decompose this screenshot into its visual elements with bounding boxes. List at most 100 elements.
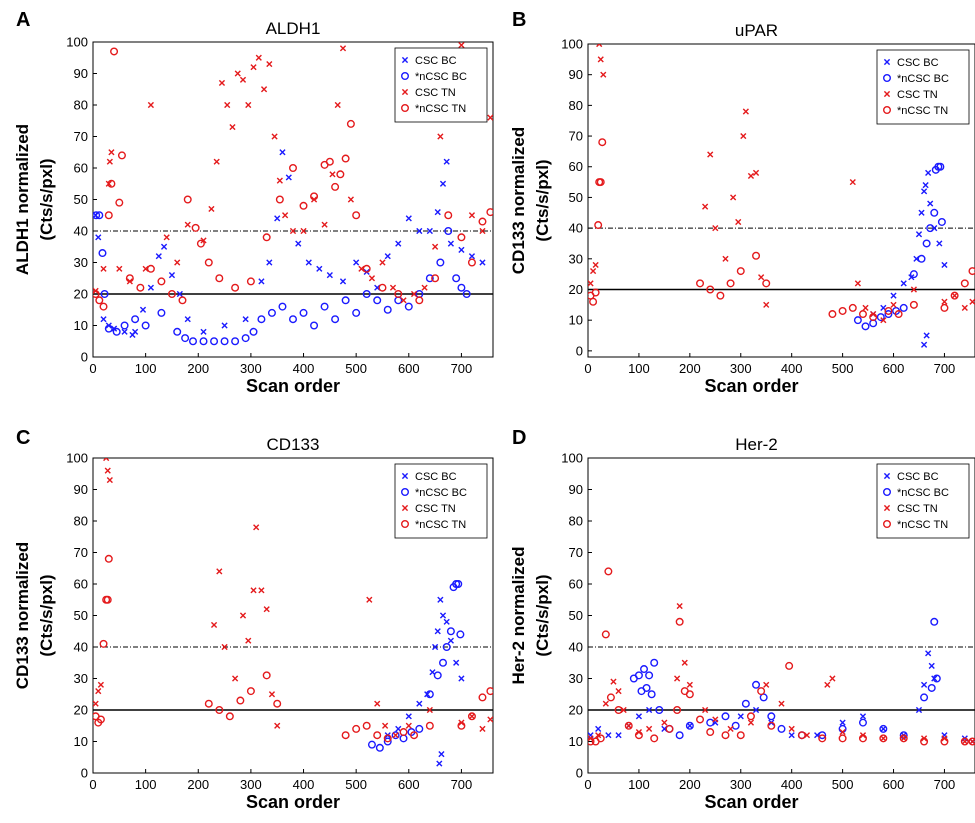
data-point bbox=[828, 310, 837, 319]
data-point bbox=[930, 617, 939, 626]
data-point bbox=[98, 249, 107, 258]
x-tick-label: 0 bbox=[584, 777, 591, 792]
data-point bbox=[191, 223, 200, 232]
data-point bbox=[487, 716, 493, 723]
data-point bbox=[941, 261, 948, 269]
y-tick-label: 100 bbox=[66, 35, 88, 50]
data-point bbox=[155, 253, 162, 260]
data-point bbox=[262, 671, 271, 680]
data-point bbox=[425, 721, 434, 730]
panel-d: D Her-2 0 10 20 30 40 50 60 70 80 90 100 0 100 200 300 40… bbox=[509, 427, 975, 812]
y-tick-label: 70 bbox=[74, 129, 88, 144]
data-point bbox=[675, 731, 684, 740]
data-point bbox=[661, 719, 668, 726]
data-point bbox=[374, 700, 381, 707]
y-axis-label: CD133 normalized bbox=[13, 542, 32, 689]
data-point bbox=[213, 158, 220, 165]
legend-entry: CSC BC bbox=[897, 471, 939, 483]
legend-entry: *nCSC TN bbox=[415, 519, 466, 531]
data-point bbox=[221, 643, 228, 651]
data-point bbox=[438, 751, 445, 758]
x-tick-label: 600 bbox=[398, 777, 420, 792]
data-point bbox=[931, 675, 938, 682]
data-point bbox=[712, 225, 719, 232]
data-point bbox=[598, 138, 607, 147]
data-point bbox=[650, 658, 659, 667]
data-point bbox=[95, 211, 104, 220]
data-point bbox=[950, 291, 959, 300]
data-point bbox=[486, 208, 493, 217]
data-point bbox=[437, 133, 444, 140]
data-point bbox=[858, 718, 867, 727]
data-point bbox=[589, 267, 597, 275]
data-point bbox=[221, 322, 228, 329]
data-point bbox=[752, 680, 761, 689]
data-point bbox=[220, 337, 229, 346]
data-point bbox=[601, 630, 610, 639]
y-tick-label: 60 bbox=[569, 159, 583, 174]
data-point bbox=[433, 671, 442, 680]
data-point bbox=[437, 596, 444, 603]
data-point bbox=[940, 737, 949, 746]
data-point bbox=[100, 290, 109, 299]
x-tick-label: 400 bbox=[781, 777, 803, 792]
data-point bbox=[174, 259, 181, 266]
data-point bbox=[920, 341, 928, 348]
x-axis-label: Scan order bbox=[704, 376, 798, 396]
data-point bbox=[880, 317, 887, 324]
data-point bbox=[210, 621, 218, 629]
data-point bbox=[120, 321, 129, 330]
data-point bbox=[940, 303, 949, 312]
x-tick-label: 300 bbox=[240, 777, 262, 792]
y-tick-label: 20 bbox=[569, 703, 583, 718]
data-point bbox=[592, 261, 599, 269]
data-point bbox=[121, 328, 128, 335]
data-point bbox=[596, 44, 603, 48]
y-tick-label: 100 bbox=[66, 451, 88, 466]
x-tick-label: 700 bbox=[934, 361, 956, 376]
y-tick-label: 50 bbox=[569, 190, 583, 205]
data-point bbox=[99, 639, 108, 648]
data-point bbox=[702, 203, 709, 210]
data-point bbox=[655, 706, 664, 715]
data-point bbox=[927, 200, 934, 207]
data-point bbox=[168, 272, 176, 279]
data-point bbox=[747, 172, 755, 180]
x-tick-label: 200 bbox=[187, 777, 209, 792]
data-point bbox=[673, 706, 682, 715]
x-tick-label: 400 bbox=[293, 361, 315, 376]
data-point bbox=[594, 221, 603, 230]
data-point bbox=[421, 284, 428, 291]
data-point bbox=[858, 310, 867, 319]
data-point bbox=[216, 568, 223, 575]
data-point bbox=[615, 688, 622, 695]
data-points bbox=[93, 42, 493, 346]
x-tick-label: 100 bbox=[135, 777, 157, 792]
x-axis-label: Scan order bbox=[246, 376, 340, 396]
data-point bbox=[262, 233, 271, 242]
y-tick-label: 50 bbox=[569, 608, 583, 623]
legend-entry: *nCSC BC bbox=[897, 487, 949, 499]
data-point bbox=[266, 259, 273, 266]
data-point bbox=[894, 310, 903, 319]
data-point bbox=[960, 279, 969, 288]
legend-x-marker-icon bbox=[883, 504, 891, 512]
y-axis: 0 10 20 30 40 50 60 70 80 90 100 bbox=[66, 35, 97, 365]
data-point bbox=[665, 724, 674, 733]
x-tick-label: 100 bbox=[628, 361, 650, 376]
legend-x-marker-icon bbox=[883, 58, 891, 66]
data-point bbox=[368, 275, 376, 282]
panel-a: A ALDH1 0 10 20 30 40 50 60 70 80 90 100 0 100 200 300 40… bbox=[13, 9, 494, 396]
panel-letter-b: B bbox=[512, 9, 526, 31]
data-point bbox=[239, 612, 247, 619]
panel-letter-a: A bbox=[16, 9, 30, 31]
y-tick-label: 0 bbox=[576, 343, 583, 358]
data-point bbox=[199, 337, 208, 346]
y-tick-label: 60 bbox=[74, 161, 88, 176]
x-tick-label: 300 bbox=[730, 777, 752, 792]
data-point bbox=[431, 274, 440, 283]
x-tick-label: 400 bbox=[781, 361, 803, 376]
data-point bbox=[242, 316, 249, 323]
legend-circle-marker-icon bbox=[401, 520, 410, 529]
data-point bbox=[196, 239, 205, 248]
